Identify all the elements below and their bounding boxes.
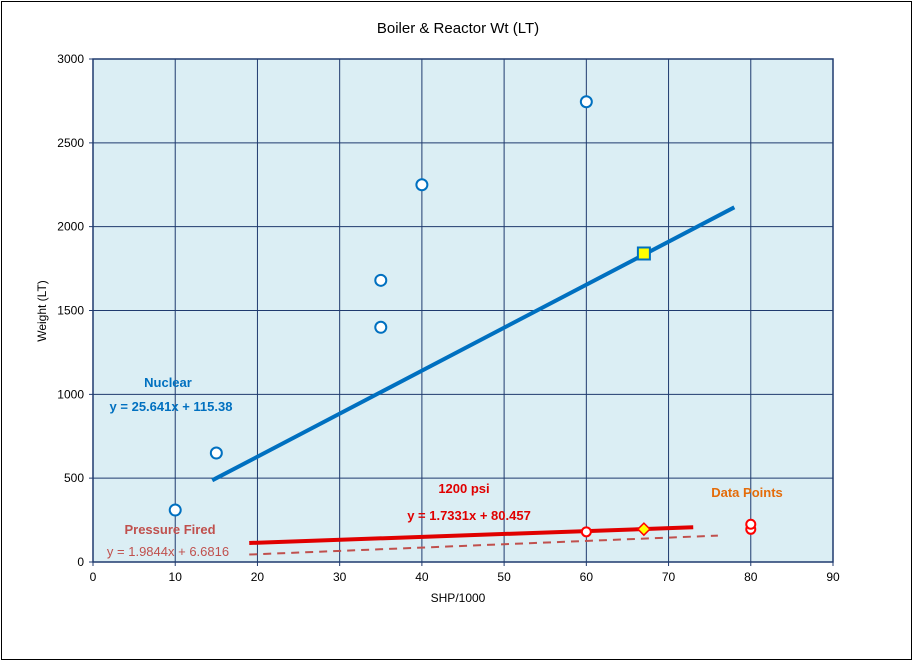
x-axis-label: SHP/1000 xyxy=(431,591,486,605)
data-point xyxy=(168,503,182,517)
y-tick-label: 2000 xyxy=(57,220,84,234)
y-tick-label: 1000 xyxy=(57,387,84,401)
data-point xyxy=(374,320,388,334)
data-points xyxy=(168,95,757,538)
y-tick-label: 0 xyxy=(77,555,84,569)
y-tick-label: 500 xyxy=(64,471,84,485)
grid xyxy=(89,58,834,566)
data-point xyxy=(579,95,593,109)
x-tick-label: 80 xyxy=(744,570,758,584)
y-axis-label: Weight (LT) xyxy=(35,280,49,342)
x-tick-label: 0 xyxy=(90,570,97,584)
x-tick-label: 70 xyxy=(662,570,676,584)
x-tick-label: 20 xyxy=(251,570,265,584)
y-tick-label: 1500 xyxy=(57,304,84,318)
y-tick-label: 3000 xyxy=(57,52,84,66)
pressure-fired-label: Pressure Fired xyxy=(124,522,215,537)
design-point-diamond xyxy=(636,522,651,537)
chart-title: Boiler & Reactor Wt (LT) xyxy=(377,20,539,37)
data-point xyxy=(580,526,592,538)
data-point xyxy=(374,273,388,287)
tick-labels: 0 10 20 30 40 50 60 70 80 90 0 500 1000 1500 2000 2500 3… xyxy=(57,52,840,584)
nuclear-equation: y = 25.641x + 115.38 xyxy=(110,399,233,414)
data-point xyxy=(415,178,429,192)
data-points-label: Data Points xyxy=(711,485,783,500)
y-tick-label: 2500 xyxy=(57,136,84,150)
x-tick-label: 90 xyxy=(826,570,840,584)
design-point-square xyxy=(636,246,651,261)
x-tick-label: 10 xyxy=(169,570,183,584)
x-tick-label: 30 xyxy=(333,570,347,584)
psi-equation: y = 1.7331x + 80.457 xyxy=(407,508,531,523)
data-point xyxy=(745,518,757,530)
data-point xyxy=(209,446,223,460)
x-tick-label: 60 xyxy=(580,570,594,584)
psi-label: 1200 psi xyxy=(438,481,489,496)
nuclear-label: Nuclear xyxy=(144,375,192,390)
x-tick-label: 50 xyxy=(497,570,511,584)
x-tick-label: 40 xyxy=(415,570,429,584)
trendline-1200-psi xyxy=(249,525,694,545)
pressure-fired-equation: y = 1.9844x + 6.6816 xyxy=(107,544,229,559)
